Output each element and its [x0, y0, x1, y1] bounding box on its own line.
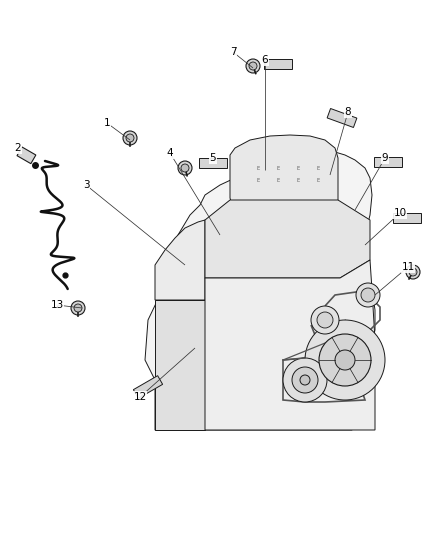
Text: E: E: [276, 177, 279, 182]
Text: E: E: [316, 177, 320, 182]
Circle shape: [311, 306, 339, 334]
Text: 11: 11: [401, 262, 415, 272]
Circle shape: [246, 59, 260, 73]
Polygon shape: [374, 157, 402, 167]
Text: 1: 1: [104, 118, 110, 128]
Polygon shape: [230, 135, 338, 220]
Text: 12: 12: [134, 392, 147, 402]
Text: E: E: [256, 166, 260, 171]
Text: 13: 13: [50, 300, 64, 310]
Circle shape: [406, 265, 420, 279]
Circle shape: [181, 164, 189, 172]
Polygon shape: [205, 200, 370, 278]
Circle shape: [178, 161, 192, 175]
Circle shape: [249, 62, 257, 70]
Text: 3: 3: [83, 180, 89, 190]
Polygon shape: [155, 220, 205, 300]
Text: 9: 9: [381, 153, 389, 163]
Polygon shape: [393, 213, 421, 223]
Circle shape: [292, 367, 318, 393]
Text: E: E: [256, 177, 260, 182]
Circle shape: [74, 304, 82, 312]
Circle shape: [409, 268, 417, 276]
Circle shape: [319, 334, 371, 386]
Polygon shape: [327, 109, 357, 127]
Polygon shape: [205, 260, 375, 430]
Text: 6: 6: [261, 55, 268, 65]
Circle shape: [283, 358, 327, 402]
Polygon shape: [199, 158, 227, 168]
Text: E: E: [297, 177, 300, 182]
Polygon shape: [264, 59, 292, 69]
Text: 7: 7: [230, 47, 237, 57]
Circle shape: [126, 134, 134, 142]
Bar: [17, 147, 36, 164]
Text: 5: 5: [210, 153, 216, 163]
Text: 2: 2: [15, 143, 21, 153]
Polygon shape: [155, 300, 205, 430]
Text: 10: 10: [393, 208, 406, 218]
Circle shape: [317, 312, 333, 328]
Polygon shape: [145, 148, 375, 430]
Circle shape: [335, 350, 355, 370]
Text: E: E: [297, 166, 300, 171]
Circle shape: [361, 288, 375, 302]
Text: E: E: [316, 166, 320, 171]
Text: E: E: [276, 166, 279, 171]
Text: 4: 4: [167, 148, 173, 158]
Circle shape: [71, 301, 85, 315]
Text: 8: 8: [345, 107, 351, 117]
Circle shape: [300, 375, 310, 385]
Polygon shape: [134, 376, 162, 398]
Circle shape: [356, 283, 380, 307]
Circle shape: [305, 320, 385, 400]
Circle shape: [123, 131, 137, 145]
